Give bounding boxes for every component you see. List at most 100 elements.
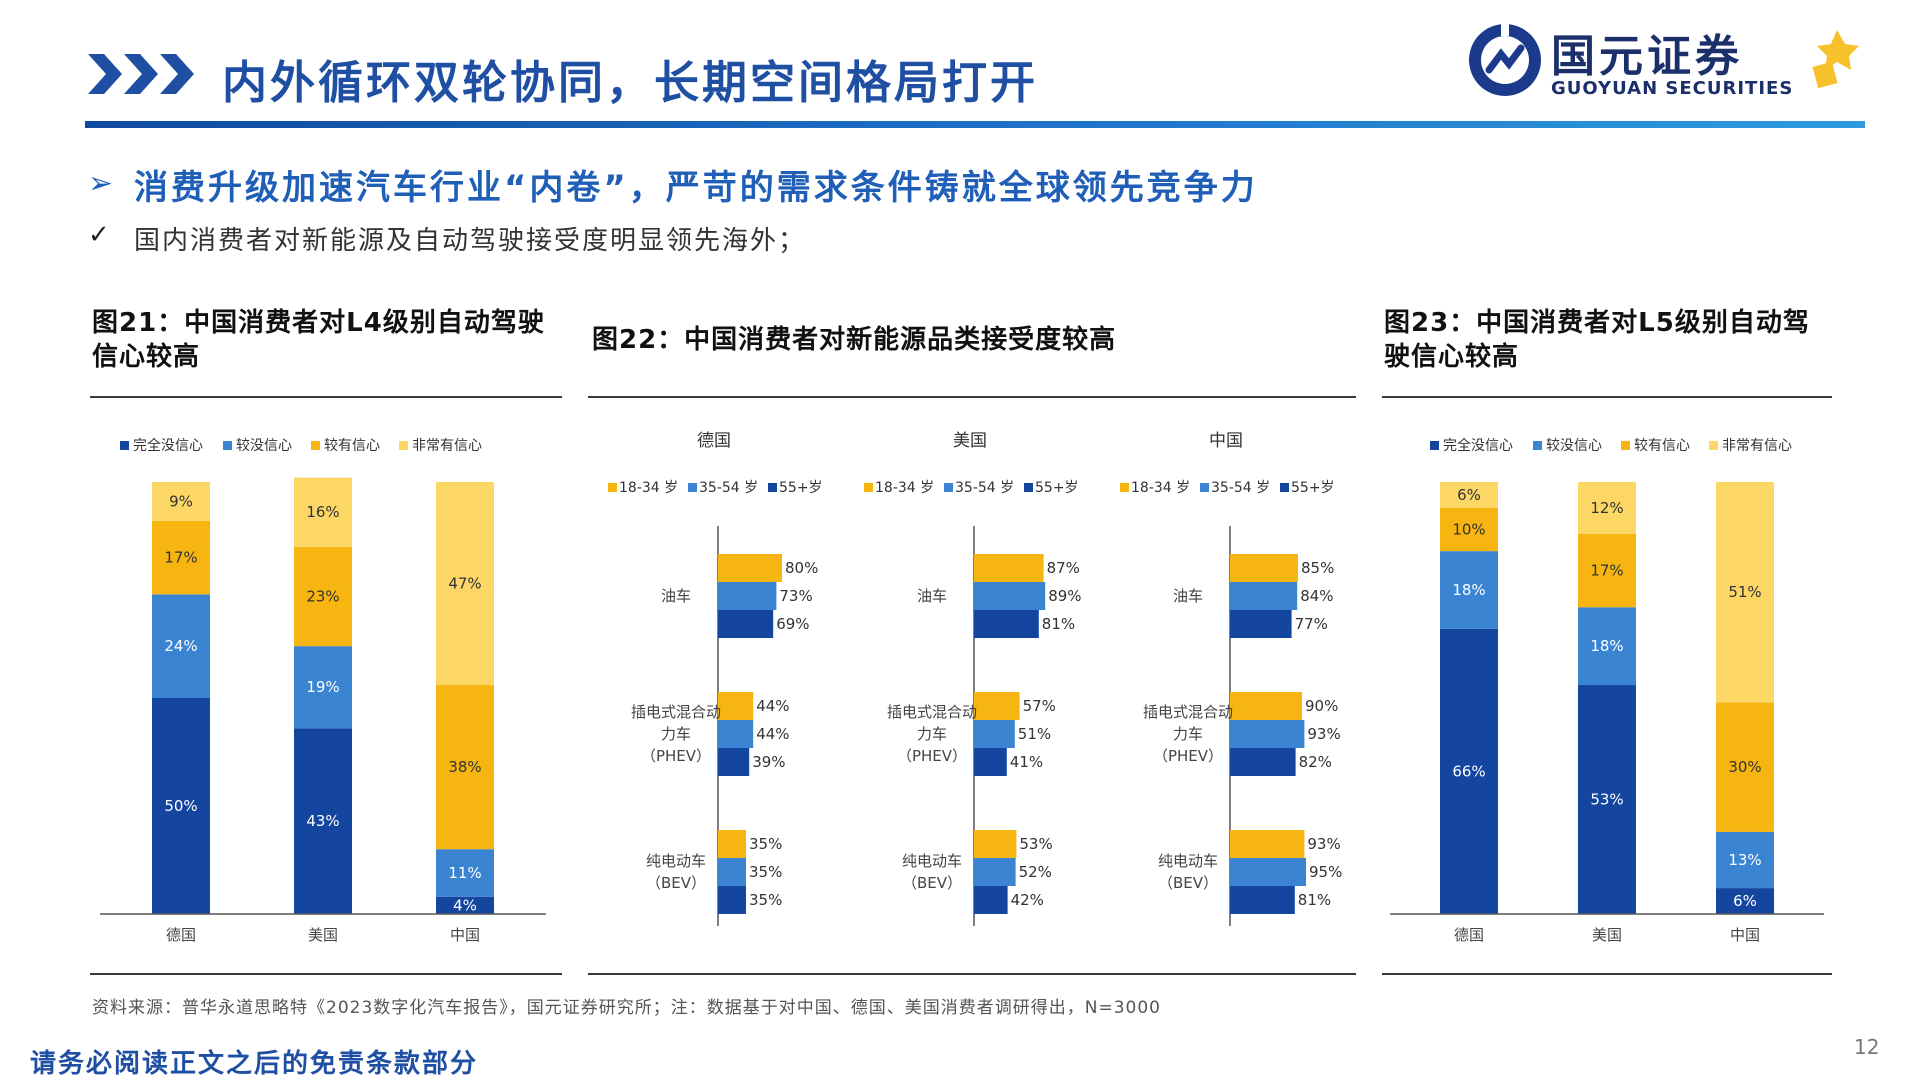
fig21-data-label: 47% xyxy=(448,575,481,593)
fig23-bottom-rule xyxy=(1382,973,1832,975)
fig23-bar xyxy=(1440,482,1498,508)
fig21-bar xyxy=(436,849,494,897)
fig21-bar xyxy=(152,594,210,698)
fig22-bar xyxy=(1230,830,1305,858)
disclaimer-link[interactable]: 请务必阅读正文之后的免责条款部分 xyxy=(30,1049,479,1079)
chevrons-icon xyxy=(88,54,194,94)
fig21-bar xyxy=(294,728,352,914)
fig23-bar xyxy=(1716,888,1774,914)
subhead-arrow-icon: ➢ xyxy=(88,166,114,201)
fig22-y-tick-label: 油车 xyxy=(1173,587,1203,605)
fig21-chart: 完全没信心 较没信心 较有信心 非常有信心 50% 24% 17% 9% 德国 43% 19% 23%… xyxy=(100,437,546,944)
fig22-y-tick-label: 力车 xyxy=(917,725,947,743)
fig22-legend-label: 18-34 岁 xyxy=(1131,480,1190,496)
fig22-y-tick-label: （PHEV） xyxy=(641,747,711,765)
fig23-legend-swatch xyxy=(1709,441,1718,450)
fig22-bar xyxy=(1230,582,1298,610)
fig22-bar xyxy=(1230,886,1295,914)
fig21-bar xyxy=(436,685,494,850)
fig22-legend-label: 55+岁 xyxy=(779,480,823,496)
fig22-bar xyxy=(1230,692,1302,720)
fig22-bar xyxy=(1230,554,1298,582)
section-subhead: 消费升级加速汽车行业“内卷”，严苛的需求条件铸就全球领先竞争力 xyxy=(134,168,1258,208)
fig22-legend-label: 18-34 岁 xyxy=(619,480,678,496)
fig21-legend-swatch xyxy=(399,441,408,450)
fig23-bar xyxy=(1578,482,1636,534)
fig23-bar xyxy=(1578,685,1636,914)
fig21-data-label: 24% xyxy=(164,637,197,655)
fig22-bar xyxy=(1230,858,1306,886)
fig22-bar xyxy=(718,582,777,610)
fig22-data-label: 93% xyxy=(1307,835,1340,853)
fig23-x-tick-label: 美国 xyxy=(1592,926,1622,944)
fig22-bar xyxy=(974,610,1039,638)
fig22-data-label: 35% xyxy=(749,835,782,853)
fig21-legend-label: 较有信心 xyxy=(324,438,380,454)
fig23-x-tick-label: 德国 xyxy=(1454,926,1484,944)
fig22-bar xyxy=(974,554,1044,582)
fig22-bar xyxy=(1230,610,1292,638)
fig23-title-line1: 图23：中国消费者对L5级别自动驾 xyxy=(1384,308,1810,338)
fig23-legend-label: 较有信心 xyxy=(1634,438,1690,454)
fig22-top-rule xyxy=(588,396,1356,398)
fig21-x-tick-label: 美国 xyxy=(308,926,338,944)
fig22-legend-swatch xyxy=(768,483,777,492)
fig22-y-tick-label: 力车 xyxy=(661,725,691,743)
fig23-data-label: 66% xyxy=(1452,762,1485,780)
fig23-data-label: 6% xyxy=(1457,486,1481,504)
fig21-title-line2: 信心较高 xyxy=(92,342,201,372)
fig23-bar xyxy=(1440,628,1498,914)
fig23-data-label: 18% xyxy=(1590,637,1623,655)
fig22-data-label: 77% xyxy=(1295,615,1328,633)
fig22-bar xyxy=(1230,720,1305,748)
fig21-bar xyxy=(152,520,210,595)
fig22-bar xyxy=(718,748,750,776)
fig22-data-label: 73% xyxy=(779,587,812,605)
fig22-data-label: 39% xyxy=(752,753,785,771)
fig21-data-label: 4% xyxy=(453,896,477,914)
fig22-y-tick-label: （PHEV） xyxy=(1153,747,1223,765)
fig21-bottom-rule xyxy=(90,973,562,975)
fig22-data-label: 84% xyxy=(1300,587,1333,605)
fig21-top-rule xyxy=(90,396,562,398)
logo-text-en: GUOYUAN SECURITIES xyxy=(1551,78,1794,99)
fig22-bar xyxy=(718,610,774,638)
logo-emblem-icon xyxy=(1469,22,1541,96)
fig22-data-label: 95% xyxy=(1309,863,1342,881)
fig21-bar xyxy=(152,482,210,521)
fig21-data-label: 9% xyxy=(169,492,193,510)
fig22-y-tick-label: （BEV） xyxy=(646,874,706,892)
fig22-data-label: 41% xyxy=(1010,753,1043,771)
fig21-data-label: 17% xyxy=(164,549,197,567)
fig22-data-label: 35% xyxy=(749,863,782,881)
page-title: 内外循环双轮协同，长期空间格局打开 xyxy=(222,56,1039,109)
fig23-legend-label: 较没信心 xyxy=(1546,438,1602,454)
fig22-data-label: 57% xyxy=(1023,697,1056,715)
fig22-bar xyxy=(718,886,746,914)
fig21-legend-swatch xyxy=(120,441,129,450)
fig22-bar xyxy=(974,582,1046,610)
fig22-y-tick-label: （BEV） xyxy=(1158,874,1218,892)
fig22-panel-title: 德国 xyxy=(697,431,731,451)
fig23-bar xyxy=(1440,507,1498,552)
fig23-bar xyxy=(1716,702,1774,832)
fig23-data-label: 18% xyxy=(1452,581,1485,599)
fig21-bar xyxy=(152,698,210,914)
fig23-legend-label: 非常有信心 xyxy=(1722,438,1792,454)
fig22-legend-label: 55+岁 xyxy=(1291,480,1335,496)
fig22-data-label: 85% xyxy=(1301,559,1334,577)
fig21-bar xyxy=(436,896,494,914)
fig22-chart: 德国 18-34 岁 35-54 岁 55+岁 80% 73% 69% 油车 44% 44% 39%… xyxy=(608,431,1342,926)
fig21-legend-swatch xyxy=(311,441,320,450)
fig22-data-label: 89% xyxy=(1048,587,1081,605)
fig21-data-label: 50% xyxy=(164,797,197,815)
fig22-data-label: 44% xyxy=(756,697,789,715)
fig22-legend-swatch xyxy=(864,483,873,492)
fig23-legend-label: 完全没信心 xyxy=(1443,437,1513,454)
fig22-bar xyxy=(974,692,1020,720)
star-icon xyxy=(1812,30,1859,89)
fig22-data-label: 80% xyxy=(785,559,818,577)
fig22-panel-title: 中国 xyxy=(1209,431,1243,451)
fig22-data-label: 53% xyxy=(1019,835,1052,853)
fig22-panel-title: 美国 xyxy=(953,431,987,451)
